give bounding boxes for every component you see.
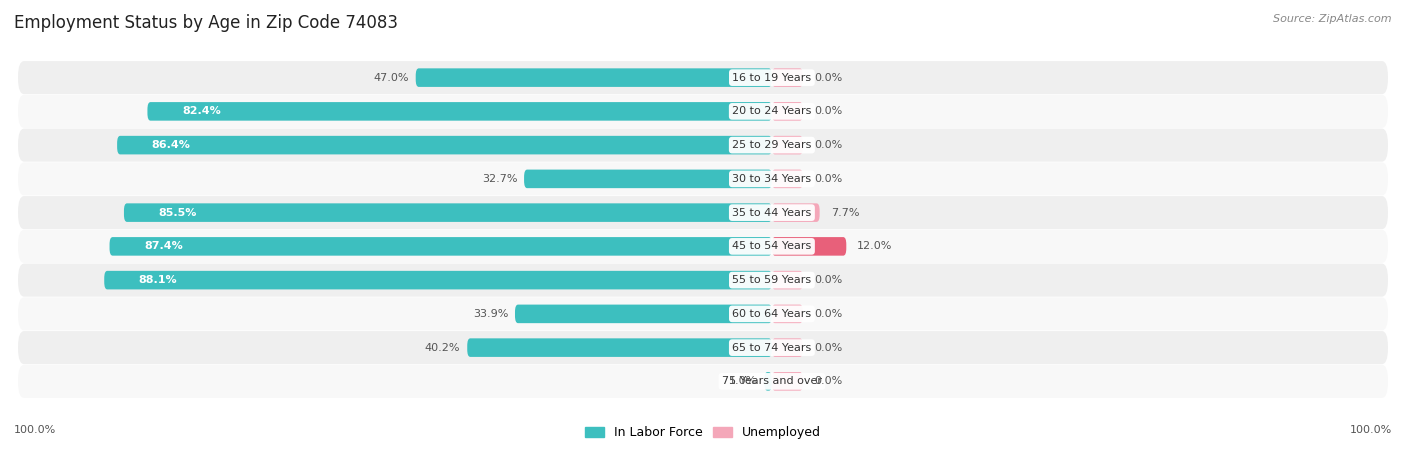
Text: 0.0%: 0.0%	[814, 140, 842, 150]
FancyBboxPatch shape	[515, 305, 772, 323]
FancyBboxPatch shape	[117, 136, 772, 154]
FancyBboxPatch shape	[18, 264, 1388, 297]
FancyBboxPatch shape	[524, 170, 772, 188]
Text: 16 to 19 Years: 16 to 19 Years	[733, 72, 811, 83]
Text: 85.5%: 85.5%	[159, 207, 197, 218]
Text: 30 to 34 Years: 30 to 34 Years	[733, 174, 811, 184]
FancyBboxPatch shape	[124, 203, 772, 222]
FancyBboxPatch shape	[772, 170, 803, 188]
Text: 86.4%: 86.4%	[152, 140, 190, 150]
Text: 45 to 54 Years: 45 to 54 Years	[733, 241, 811, 252]
Text: 88.1%: 88.1%	[139, 275, 177, 285]
FancyBboxPatch shape	[18, 297, 1388, 330]
FancyBboxPatch shape	[18, 196, 1388, 229]
FancyBboxPatch shape	[467, 338, 772, 357]
FancyBboxPatch shape	[18, 129, 1388, 162]
FancyBboxPatch shape	[772, 203, 820, 222]
Text: 60 to 64 Years: 60 to 64 Years	[733, 309, 811, 319]
Text: 7.7%: 7.7%	[831, 207, 859, 218]
Text: 0.0%: 0.0%	[814, 72, 842, 83]
FancyBboxPatch shape	[772, 271, 803, 289]
Text: 82.4%: 82.4%	[181, 106, 221, 117]
FancyBboxPatch shape	[772, 338, 803, 357]
FancyBboxPatch shape	[104, 271, 772, 289]
Text: 47.0%: 47.0%	[374, 72, 409, 83]
FancyBboxPatch shape	[18, 61, 1388, 94]
Text: 0.0%: 0.0%	[814, 275, 842, 285]
FancyBboxPatch shape	[18, 162, 1388, 195]
Text: 1.0%: 1.0%	[730, 376, 758, 387]
Text: 100.0%: 100.0%	[14, 425, 56, 435]
FancyBboxPatch shape	[110, 237, 772, 256]
FancyBboxPatch shape	[772, 237, 846, 256]
FancyBboxPatch shape	[416, 68, 772, 87]
FancyBboxPatch shape	[772, 136, 803, 154]
FancyBboxPatch shape	[772, 305, 803, 323]
Text: 100.0%: 100.0%	[1350, 425, 1392, 435]
Text: 0.0%: 0.0%	[814, 376, 842, 387]
Text: 55 to 59 Years: 55 to 59 Years	[733, 275, 811, 285]
Text: Source: ZipAtlas.com: Source: ZipAtlas.com	[1274, 14, 1392, 23]
Text: 40.2%: 40.2%	[425, 342, 460, 353]
Text: 75 Years and over: 75 Years and over	[721, 376, 823, 387]
Text: 0.0%: 0.0%	[814, 106, 842, 117]
FancyBboxPatch shape	[148, 102, 772, 121]
Legend: In Labor Force, Unemployed: In Labor Force, Unemployed	[581, 421, 825, 445]
Text: 65 to 74 Years: 65 to 74 Years	[733, 342, 811, 353]
Text: 25 to 29 Years: 25 to 29 Years	[733, 140, 811, 150]
FancyBboxPatch shape	[18, 331, 1388, 364]
FancyBboxPatch shape	[772, 372, 803, 391]
FancyBboxPatch shape	[18, 365, 1388, 398]
Text: 87.4%: 87.4%	[143, 241, 183, 252]
FancyBboxPatch shape	[772, 68, 803, 87]
Text: 0.0%: 0.0%	[814, 342, 842, 353]
FancyBboxPatch shape	[765, 372, 772, 391]
Text: 0.0%: 0.0%	[814, 174, 842, 184]
FancyBboxPatch shape	[772, 102, 803, 121]
Text: 33.9%: 33.9%	[472, 309, 508, 319]
Text: 0.0%: 0.0%	[814, 309, 842, 319]
Text: 35 to 44 Years: 35 to 44 Years	[733, 207, 811, 218]
FancyBboxPatch shape	[18, 95, 1388, 128]
Text: Employment Status by Age in Zip Code 74083: Employment Status by Age in Zip Code 740…	[14, 14, 398, 32]
Text: 32.7%: 32.7%	[482, 174, 517, 184]
FancyBboxPatch shape	[18, 230, 1388, 263]
Text: 20 to 24 Years: 20 to 24 Years	[733, 106, 811, 117]
Text: 12.0%: 12.0%	[858, 241, 893, 252]
